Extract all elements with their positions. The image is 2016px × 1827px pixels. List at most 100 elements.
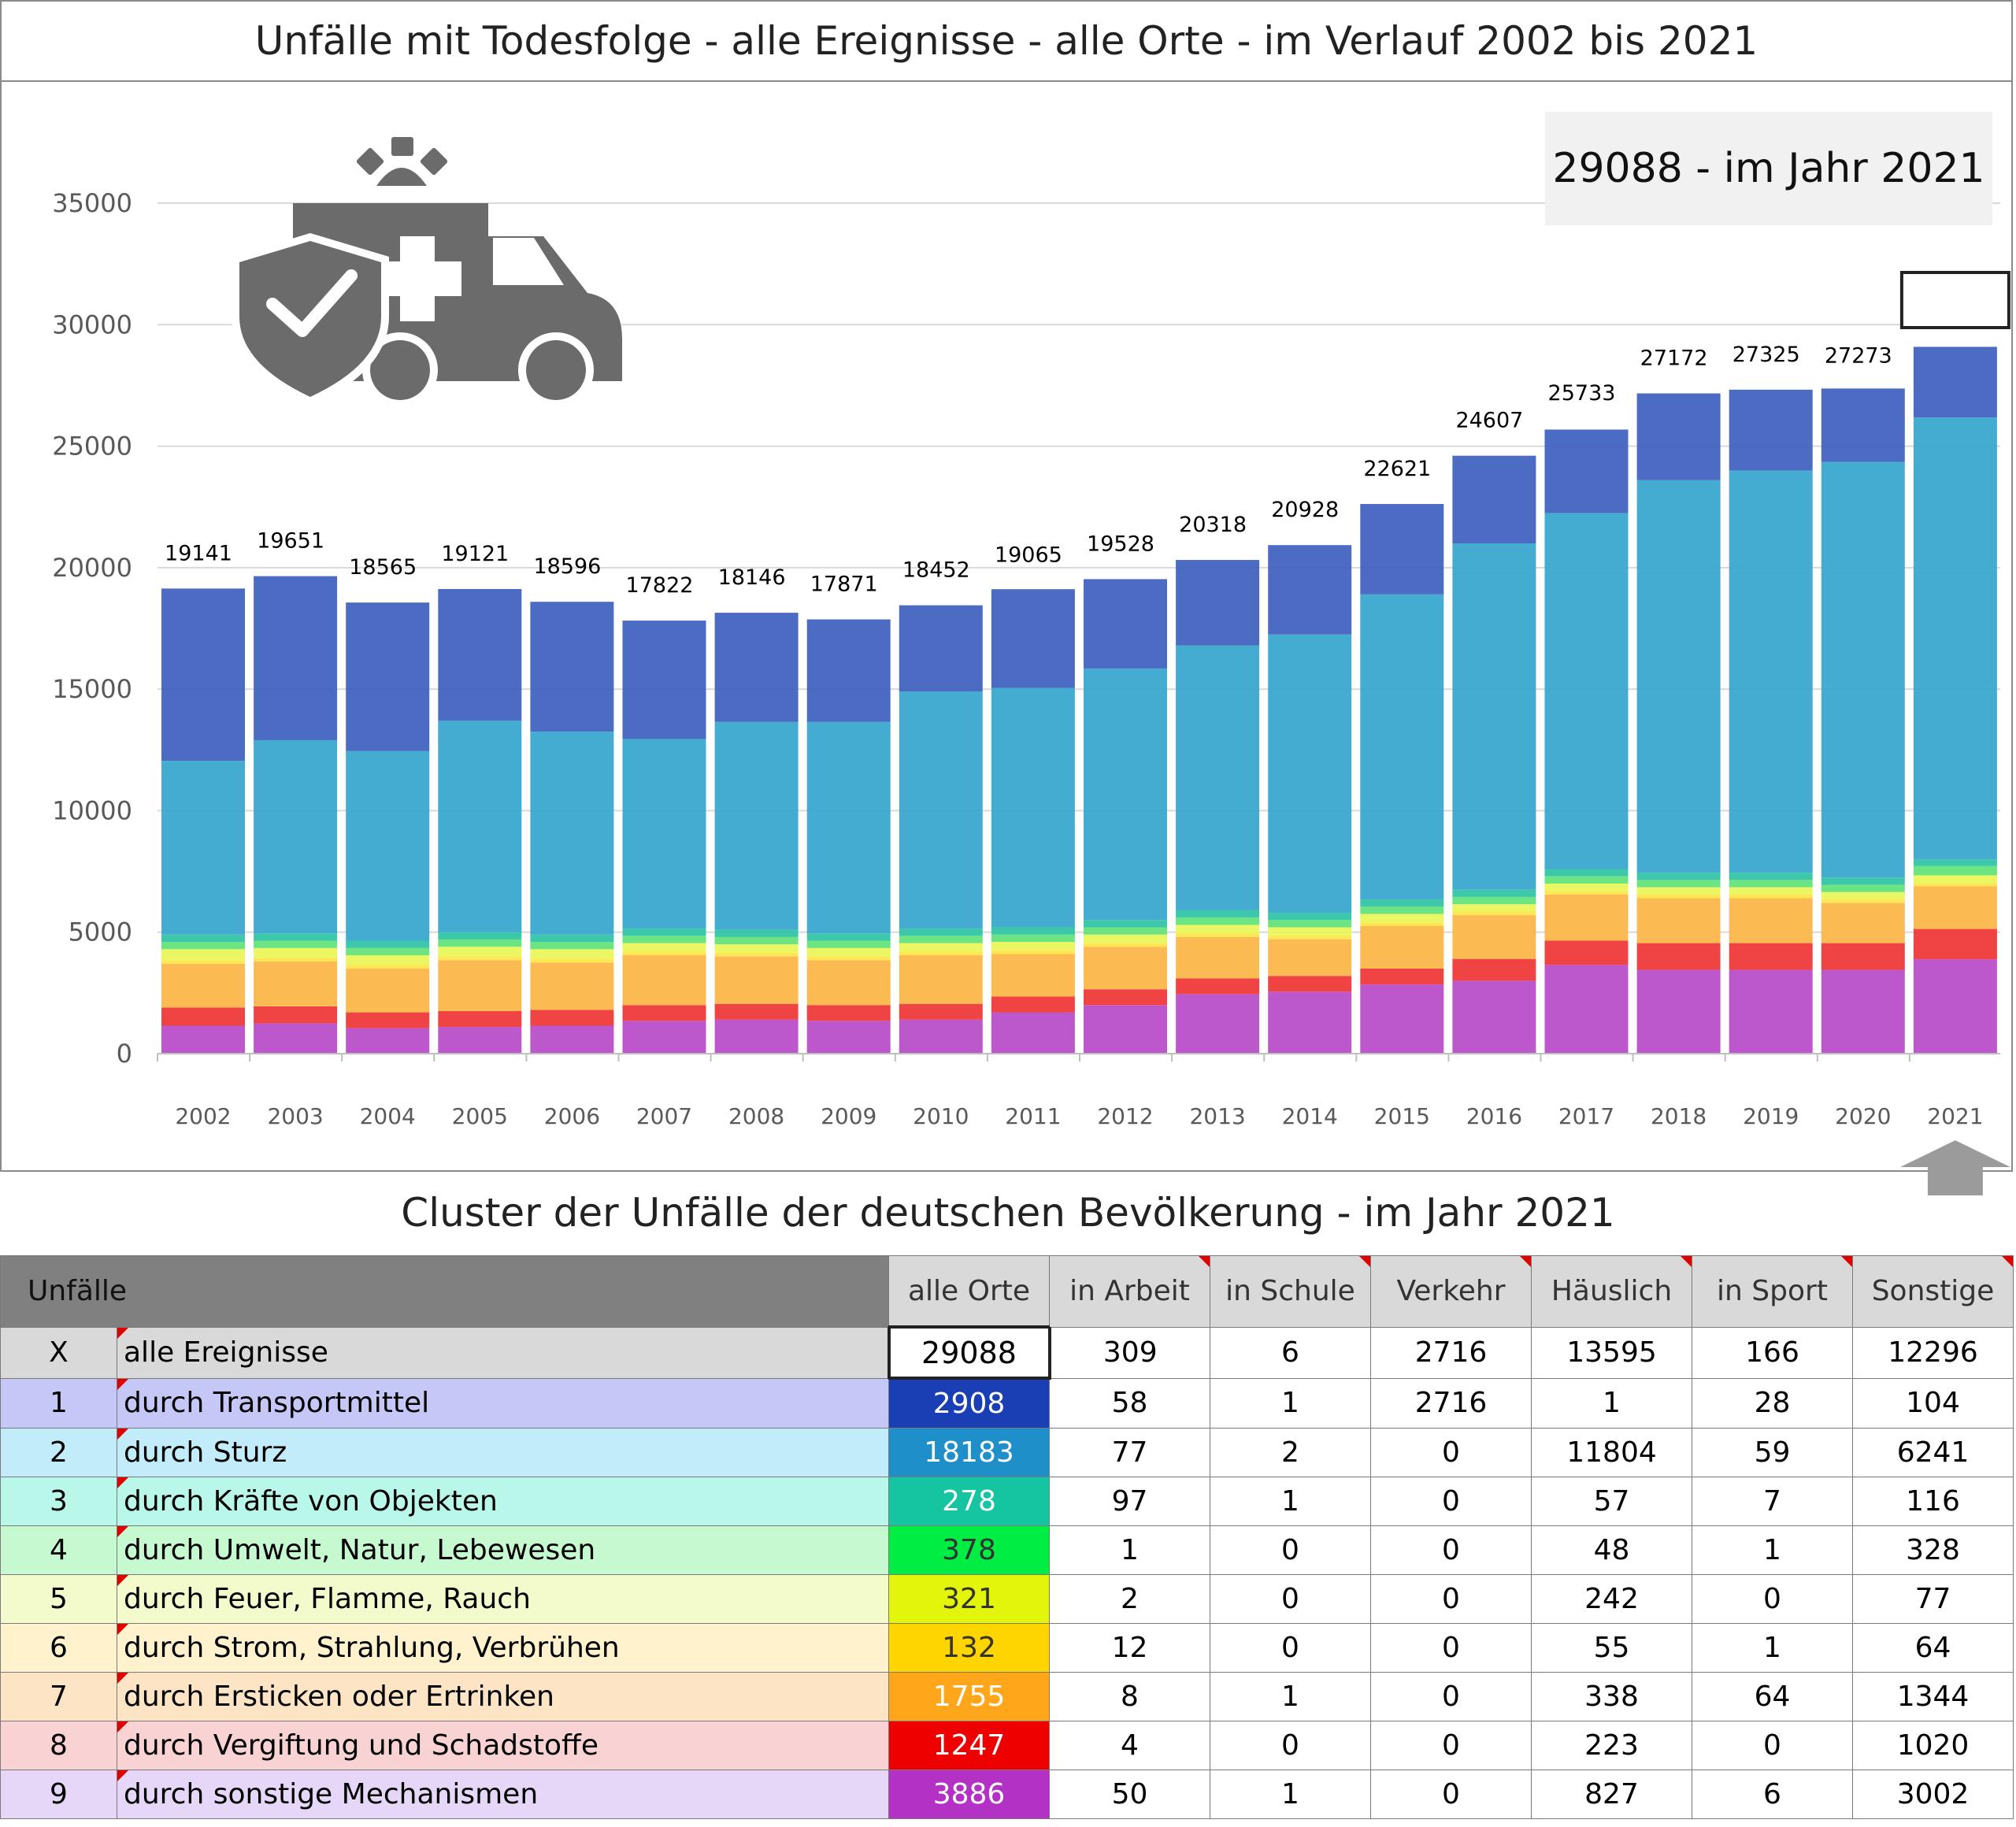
- bar-segment: [161, 963, 245, 1008]
- bar-segment: [1360, 969, 1444, 985]
- bar-segment: [1176, 910, 1260, 918]
- bar-segment: [1729, 943, 1813, 970]
- bar-segment: [1452, 543, 1536, 890]
- value-cell: 223: [1531, 1721, 1692, 1770]
- x-tick-label: 2020: [1835, 1103, 1891, 1129]
- y-tick-label: 25000: [52, 432, 132, 461]
- header-col: Sonstige: [1852, 1255, 2014, 1328]
- bar-segment: [622, 1005, 706, 1021]
- value-cell: 55: [1531, 1623, 1692, 1673]
- table-row: 2 durch Sturz 18183 77 2 0 11804 59 6241: [0, 1428, 2014, 1477]
- value-cell: 0: [1210, 1623, 1371, 1673]
- value-cell: 827: [1531, 1770, 1692, 1819]
- bar-segment: [806, 721, 891, 934]
- data-label: 19141: [165, 541, 232, 565]
- total-cell: 29088: [887, 1325, 1051, 1380]
- bar-segment: [714, 929, 799, 937]
- table-row: 6 durch Strom, Strahlung, Verbrühen 132 12 0…: [0, 1623, 2014, 1673]
- bar-segment: [1268, 976, 1352, 992]
- bar-segment: [1913, 959, 1997, 1054]
- value-cell: 116: [1852, 1477, 2014, 1526]
- x-tick-label: 2017: [1558, 1103, 1614, 1129]
- bar-segment: [1268, 913, 1352, 921]
- bar-segment: [1636, 480, 1721, 873]
- bar-segment: [1268, 545, 1352, 635]
- x-tick-label: 2010: [913, 1103, 969, 1129]
- y-tick-label: 20000: [52, 553, 132, 583]
- value-cell: 0: [1692, 1721, 1853, 1770]
- x-tick-label: 2019: [1743, 1103, 1799, 1129]
- value-cell: 12: [1049, 1623, 1210, 1673]
- value-cell: 6241: [1852, 1428, 2014, 1477]
- bar-segment: [899, 955, 983, 1004]
- bar-segment: [530, 958, 614, 963]
- bar-segment: [1913, 417, 1997, 860]
- value-cell: 0: [1692, 1574, 1853, 1624]
- bar-segment: [1176, 933, 1260, 937]
- bar-segment: [254, 1023, 338, 1054]
- y-tick-label: 10000: [52, 795, 132, 825]
- bar-segment: [1729, 887, 1813, 895]
- data-label: 18596: [533, 554, 601, 579]
- bar-segment: [991, 954, 1075, 997]
- bar-segment: [714, 613, 799, 722]
- value-cell: 28: [1692, 1377, 1853, 1429]
- data-label: 19121: [441, 542, 509, 566]
- bar-segment: [622, 739, 706, 929]
- value-cell: 0: [1370, 1770, 1532, 1819]
- bar-segment: [1176, 978, 1260, 995]
- value-cell: 0: [1370, 1672, 1532, 1721]
- bar-segment: [346, 602, 430, 751]
- x-tick-label: 2007: [636, 1103, 692, 1129]
- value-cell: 0: [1370, 1574, 1532, 1624]
- bar-segment: [1544, 876, 1629, 884]
- value-cell: 2: [1049, 1574, 1210, 1624]
- bar-segment: [1084, 579, 1167, 669]
- value-cell: 1: [1692, 1525, 1853, 1575]
- bar-segment: [1544, 429, 1629, 513]
- bar-segment: [1544, 869, 1629, 876]
- value-cell: 0: [1370, 1428, 1532, 1477]
- table-row: 8 durch Vergiftung und Schadstoffe 1247 4 0 0…: [0, 1721, 2014, 1770]
- bar-segment: [899, 605, 983, 692]
- bar-segment: [1636, 393, 1721, 480]
- bar-segment: [1452, 889, 1536, 897]
- value-cell: 0: [1210, 1525, 1371, 1575]
- x-tick-label: 2011: [1005, 1103, 1061, 1129]
- bar-segment: [622, 928, 706, 936]
- row-label: durch Kräfte von Objekten: [117, 1477, 889, 1526]
- bar-segment: [1360, 984, 1444, 1054]
- accident-cluster-table: Unfälle alle Orte in Arbeit in Schule Ve…: [0, 1255, 2014, 1819]
- bar-segment: [1360, 594, 1444, 900]
- data-label: 18146: [718, 565, 786, 590]
- bar-segment: [1268, 939, 1352, 976]
- total-cell: 1755: [888, 1672, 1050, 1721]
- table-row: 3 durch Kräfte von Objekten 278 97 1 0 57 7 116: [0, 1477, 2014, 1526]
- value-cell: 59: [1692, 1428, 1853, 1477]
- bar-segment: [1913, 928, 1997, 960]
- bar-segment: [1268, 634, 1352, 914]
- bar-segment: [806, 933, 891, 941]
- row-label: durch Sturz: [117, 1428, 889, 1477]
- y-tick-label: 0: [117, 1039, 132, 1069]
- total-cell: 378: [888, 1525, 1050, 1575]
- bar-segment: [622, 943, 706, 952]
- data-label: 25733: [1548, 381, 1616, 406]
- x-tick-label: 2006: [544, 1103, 600, 1129]
- bar-segment: [1176, 917, 1260, 925]
- bar-segment: [991, 589, 1075, 688]
- row-id: 1: [0, 1377, 117, 1429]
- table-row: 5 durch Feuer, Flamme, Rauch 321 2 0 0 242 0 77: [0, 1574, 2014, 1624]
- value-cell: 1: [1210, 1672, 1371, 1721]
- row-id: X: [0, 1326, 117, 1379]
- bar-segment: [1636, 880, 1721, 888]
- bar-segment: [530, 732, 614, 935]
- value-cell: 104: [1852, 1377, 2014, 1429]
- bar-segment: [161, 960, 245, 964]
- bar-segment: [530, 942, 614, 950]
- bar-segment: [1821, 388, 1905, 462]
- bar-segment: [438, 960, 522, 1011]
- header-col: Häuslich: [1531, 1255, 1692, 1328]
- value-cell: 77: [1852, 1574, 2014, 1624]
- value-cell: 166: [1692, 1326, 1853, 1379]
